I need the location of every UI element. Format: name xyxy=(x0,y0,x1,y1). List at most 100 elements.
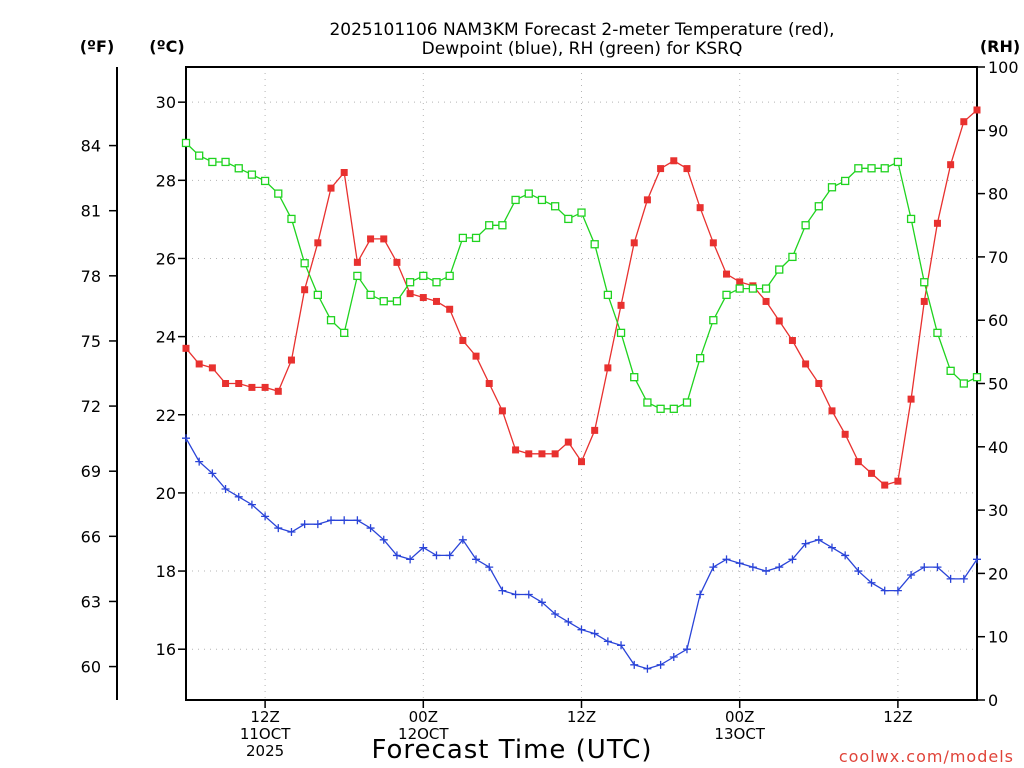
temperature-point xyxy=(380,235,388,243)
temperature-point xyxy=(367,235,375,243)
temperature-point xyxy=(696,204,704,212)
temperature-point xyxy=(828,407,836,415)
temperature-point xyxy=(459,337,467,345)
temperature-point xyxy=(709,239,717,247)
rh-tick-label: 0 xyxy=(988,691,998,710)
temperature-point xyxy=(564,438,572,446)
dewpoint-point xyxy=(340,516,349,525)
dewpoint-point xyxy=(973,555,981,564)
temperature-point xyxy=(723,270,731,278)
celsius-tick-label: 16 xyxy=(156,640,176,659)
dewpoint-point xyxy=(682,645,691,654)
tick-labels: 16 18 20 22 24 26 28 30 60 63 66 69 72 75 78 81 84 0 10 20 3… xyxy=(81,58,1019,760)
dewpoint-point xyxy=(617,641,626,650)
temperature-point xyxy=(775,317,783,325)
temperature-point xyxy=(643,196,651,204)
rh-tick-label: 60 xyxy=(988,311,1008,330)
dewpoint-point xyxy=(735,559,744,568)
rh-point xyxy=(432,278,441,287)
dewpoint-point xyxy=(287,527,296,536)
rh-tick-label: 90 xyxy=(988,121,1008,140)
dewpoint-point xyxy=(195,457,204,466)
rh-point xyxy=(485,221,494,230)
rh-point xyxy=(326,316,336,325)
temperature-point xyxy=(301,286,309,294)
temperature-point xyxy=(432,297,440,305)
rh-point xyxy=(511,195,520,205)
fahrenheit-tick-label: 63 xyxy=(81,592,101,611)
rh-point xyxy=(775,265,784,274)
fahrenheit-tick-label: 81 xyxy=(81,202,101,221)
x-tick-label: 00Z xyxy=(725,708,754,726)
dewpoint-point xyxy=(854,567,863,576)
rh-unit-label: (RH) xyxy=(980,37,1020,56)
dewpoint-point xyxy=(814,535,823,544)
dewpoint-point xyxy=(827,543,836,552)
rh-point xyxy=(643,398,652,407)
rh-point xyxy=(972,373,982,382)
temperature-point xyxy=(933,219,941,227)
rh-point xyxy=(920,278,929,287)
rh-point xyxy=(867,164,876,173)
rh-point xyxy=(498,221,507,230)
dewpoint-point xyxy=(775,563,784,572)
rh-point xyxy=(854,164,863,173)
dewpoint-point xyxy=(762,567,771,576)
rh-point xyxy=(709,316,718,325)
rh-tick-label: 30 xyxy=(988,501,1008,520)
fahrenheit-unit-label: (ºF) xyxy=(80,37,115,56)
fahrenheit-tick-label: 60 xyxy=(81,658,101,677)
rh-tick-label: 70 xyxy=(988,248,1008,267)
rh-point xyxy=(577,208,586,217)
temperature-point xyxy=(274,387,282,395)
temperature-point xyxy=(617,301,625,309)
dewpoint-point xyxy=(366,524,375,533)
rh-point xyxy=(722,290,731,300)
dewpoint-point xyxy=(946,574,955,583)
x-tick-label: 13OCT xyxy=(714,725,765,743)
rh-point xyxy=(379,297,388,306)
x-tick-label: 00Z xyxy=(409,708,438,726)
x-tick-label: 11OCT xyxy=(240,725,291,743)
dewpoint-point xyxy=(419,543,428,552)
temperature-point xyxy=(854,458,862,466)
rh-point xyxy=(761,284,771,293)
dewpoint-point xyxy=(696,590,705,599)
temperature-point xyxy=(578,458,585,466)
rh-point xyxy=(287,214,296,224)
fahrenheit-tick-label: 78 xyxy=(81,267,101,286)
rh-point xyxy=(656,404,665,413)
plot-frame xyxy=(185,66,978,701)
celsius-tick-label: 28 xyxy=(156,171,176,190)
rh-tick-label: 10 xyxy=(988,628,1008,647)
dewpoint-point xyxy=(498,586,507,595)
rh-point xyxy=(313,290,322,300)
rh-point xyxy=(195,151,204,160)
rh-point xyxy=(801,221,810,230)
fahrenheit-tick-label: 75 xyxy=(81,332,101,351)
temperature-point xyxy=(353,258,361,266)
rh-point xyxy=(208,157,217,167)
dewpoint-point xyxy=(485,563,494,572)
dewpoint-point xyxy=(551,610,560,619)
rh-point xyxy=(590,240,599,249)
dewpoint-point xyxy=(669,653,678,662)
fahrenheit-tick-label: 84 xyxy=(81,137,101,156)
temperature-point xyxy=(657,165,665,173)
series-open-square xyxy=(181,138,982,413)
rh-point xyxy=(260,176,270,186)
rh-point xyxy=(616,328,626,338)
dewpoint-point xyxy=(392,551,401,560)
rh-point xyxy=(274,189,283,198)
rh-point xyxy=(603,290,613,300)
x-tick-label: 12OCT xyxy=(398,725,449,743)
dewpoint-point xyxy=(880,586,889,595)
temperature-point xyxy=(894,477,902,485)
temperature-point xyxy=(802,360,810,368)
dewpoint-point xyxy=(432,551,441,560)
dewpoint-point xyxy=(933,563,942,572)
temperature-point xyxy=(485,380,493,387)
temperature-point xyxy=(881,481,889,489)
dewpoint-point xyxy=(247,500,256,509)
rh-point xyxy=(893,157,903,167)
